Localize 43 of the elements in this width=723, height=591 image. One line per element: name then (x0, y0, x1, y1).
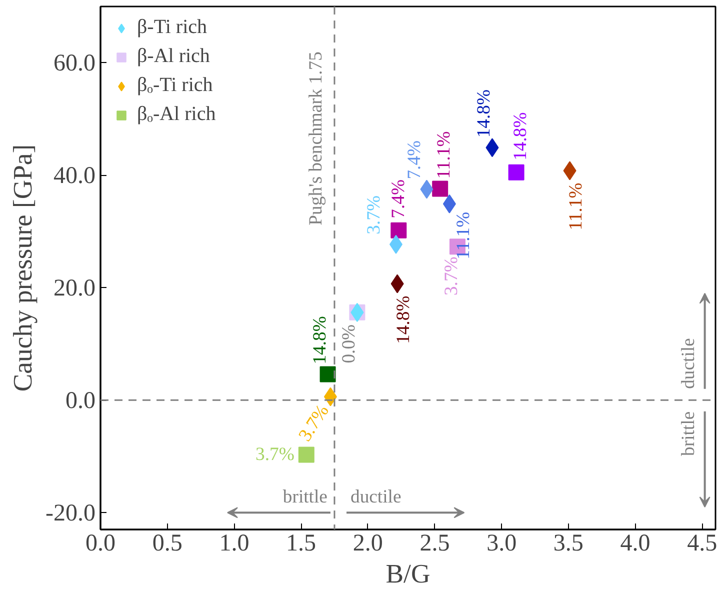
annotation: 7.4% (388, 179, 410, 218)
x-tick-label: 0.5 (152, 530, 182, 556)
legend-label: βₒ-Al rich (137, 103, 216, 126)
legend-label: βₒ-Ti rich (137, 74, 213, 97)
point (298, 446, 314, 463)
annotation: ductile (678, 338, 699, 389)
annotation: 14.8% (474, 89, 495, 138)
x-tick-label: 1.0 (219, 530, 250, 556)
y-tick-label: 20.0 (54, 276, 96, 302)
annotation: 3.7% (256, 444, 294, 466)
annotation: ductile (350, 486, 402, 508)
x-tick-label: 3.0 (486, 530, 517, 556)
point (508, 164, 524, 180)
annotation: 0.0% (338, 324, 360, 364)
annotation: 11.1% (565, 182, 586, 230)
y-tick-label: 0.0 (66, 388, 96, 414)
annotation: 14.8% (510, 112, 531, 160)
y-axis-title: Cauchy pressure [GPa] (8, 144, 38, 392)
y-tick-label: -20.0 (46, 500, 96, 527)
annotation: brittle (282, 486, 328, 508)
legend-label: β-Ti rich (137, 16, 207, 39)
annotation: 3.7% (363, 196, 384, 234)
point (390, 222, 407, 238)
annotation: 7.4% (404, 140, 426, 180)
x-tick-label: 3.5 (553, 530, 584, 556)
y-tick-label: 60.0 (54, 50, 96, 77)
annotation: brittle (678, 411, 699, 456)
y-tick-label: 40.0 (54, 163, 96, 190)
annotation: 14.8% (392, 296, 414, 344)
annotation: 14.8% (309, 316, 330, 364)
x-tick-label: 2.5 (420, 530, 450, 556)
x-tick-label: 4.0 (620, 530, 650, 556)
point (320, 366, 336, 382)
annotation: 3.7% (440, 256, 462, 296)
ref-line-label: Pugh's benchmark 1.75 (305, 51, 326, 226)
x-axis-title: B/G (386, 558, 430, 588)
annotation: 11.1% (434, 131, 455, 179)
x-tick-label: 2.0 (352, 530, 383, 556)
point (432, 180, 448, 197)
legend-label: β-Al rich (137, 45, 210, 68)
x-tick-label: 0.0 (86, 530, 116, 556)
x-tick-label: 1.5 (286, 530, 316, 556)
x-tick-label: 4.5 (687, 530, 718, 556)
